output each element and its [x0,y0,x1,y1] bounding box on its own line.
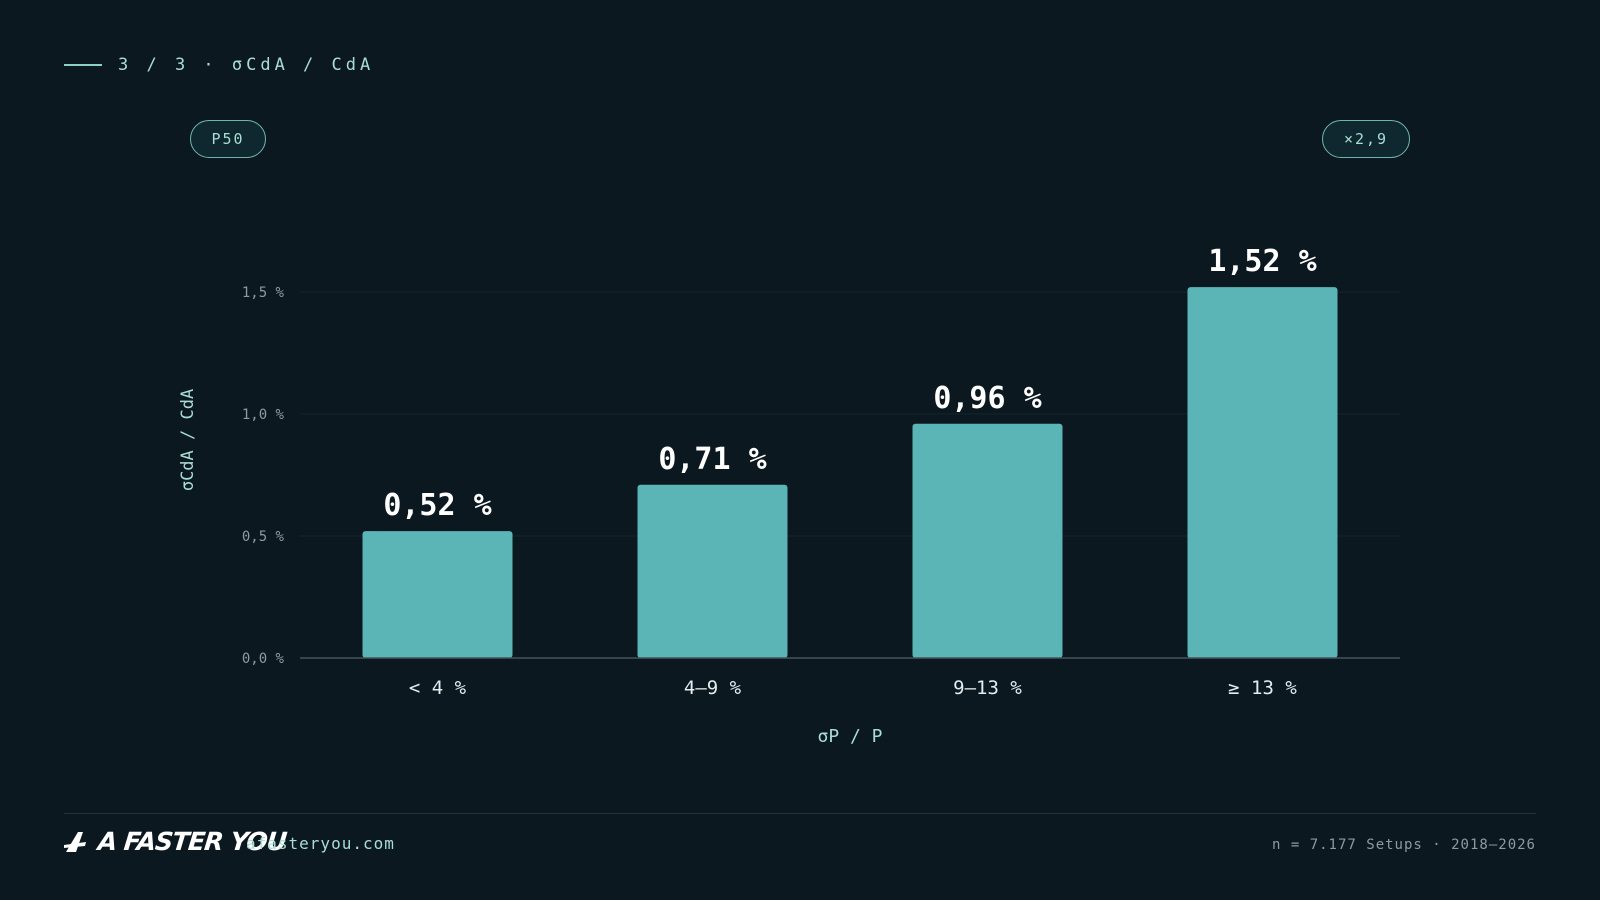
bar [362,531,513,658]
bar-value-label: 1,52 % [1208,244,1316,279]
header-dash [64,64,102,66]
logo-mark-icon [64,831,86,852]
y-tick-label: 0,0 % [242,651,285,667]
brand-logo: A FASTER YOU [64,827,288,856]
slide-header: 3 / 3 · σCdA / CdA [64,52,374,78]
bar [1187,287,1338,658]
percentile-badge: P50 [190,120,266,158]
bar [912,423,1063,658]
y-axis-title: σCdA / CdA [178,389,198,491]
footer-divider [64,813,1536,814]
y-tick-label: 1,5 % [242,285,285,301]
y-tick-label: 0,5 % [242,529,285,545]
x-tick-label: 9–13 % [953,677,1022,699]
x-tick-label: ≥ 13 % [1228,677,1297,699]
x-axis-title: σP / P [817,726,882,747]
y-tick-label: 1,0 % [242,407,285,423]
bar-value-label: 0,71 % [658,442,766,477]
x-tick-label: < 4 % [409,677,467,699]
x-tick-label: 4–9 % [684,677,742,699]
slide-label: 3 / 3 · σCdA / CdA [118,55,375,75]
factor-badge: ×2,9 [1322,120,1410,158]
bar-value-label: 0,96 % [933,381,1041,416]
sample-meta: n = 7.177 Setups · 2018–2026 [1271,837,1536,853]
site-link[interactable]: afasteryou.com [246,834,395,853]
bar [637,484,788,658]
bar-value-label: 0,52 % [383,488,491,523]
